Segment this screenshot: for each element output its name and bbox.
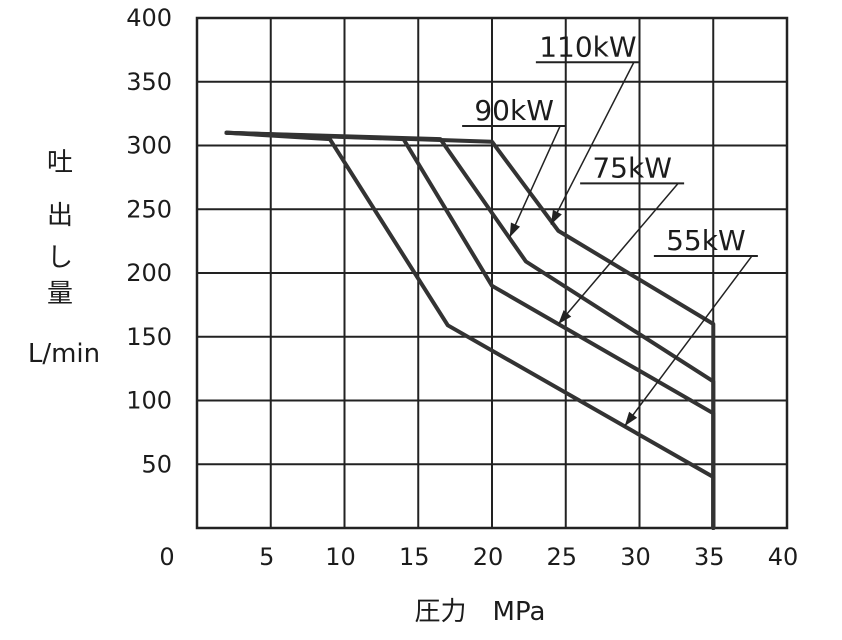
arrowhead [558,310,572,324]
series-label-55kW: 55kW [666,224,746,257]
x-tick-labels: 0 5 10 15 20 25 30 35 40 [159,543,798,571]
series-annotations: 110kW 90kW 75kW 55kW [462,30,758,427]
plot-frame [195,16,789,530]
y-axis-unit: L/min [28,339,100,369]
leader-line [624,255,753,427]
series-line-55kW [224,130,716,530]
y-tick-label: 300 [126,132,172,160]
y-axis-title: 吐 出 し 量 L/min [28,148,100,369]
series-label-75kW: 75kW [592,151,672,184]
x-tick-label: 15 [399,543,430,571]
series-label-90kW: 90kW [474,94,554,127]
arrowhead [551,209,562,225]
leader-line [509,125,561,238]
y-tick-label: 350 [126,68,172,96]
y-tick-label: 100 [126,387,172,415]
leader-line [557,182,679,325]
y-tick-label: 50 [141,450,172,478]
series-lines [224,130,716,530]
leader-line [550,61,635,225]
x-tick-label: 0 [159,543,174,571]
y-tick-label: 250 [126,195,172,223]
x-tick-label: 30 [620,543,651,571]
y-tick-label: 150 [126,323,172,351]
x-tick-label: 25 [546,543,577,571]
grid [197,18,787,528]
x-tick-label: 35 [694,543,725,571]
y-axis-title-char-2: 出 [47,201,73,231]
y-axis-title-char-1: 吐 [47,148,73,178]
y-tick-labels: 50 100 150 200 250 300 350 400 [126,4,172,478]
x-tick-label: 10 [325,543,356,571]
y-axis-title-char-3: し [47,243,73,273]
x-tick-label: 40 [768,543,799,571]
y-tick-label: 200 [126,259,172,287]
series-label-110kW: 110kW [539,30,636,63]
arrowhead [624,411,638,426]
x-tick-label: 20 [473,543,504,571]
x-tick-label: 5 [259,543,274,571]
arrowhead [509,222,521,238]
y-axis-title-char-4: 量 [47,279,73,309]
series-line-75kW [224,130,716,530]
y-tick-label: 400 [126,4,172,32]
x-axis-title: 圧力 MPa [415,597,546,627]
